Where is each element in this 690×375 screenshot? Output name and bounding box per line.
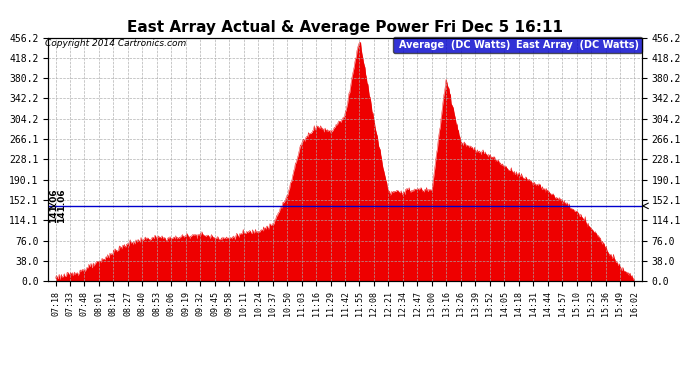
Text: 141.06: 141.06 xyxy=(57,189,66,223)
Text: 141.06: 141.06 xyxy=(48,189,57,223)
Title: East Array Actual & Average Power Fri Dec 5 16:11: East Array Actual & Average Power Fri De… xyxy=(127,20,563,35)
Legend: Average  (DC Watts), East Array  (DC Watts): Average (DC Watts), East Array (DC Watts… xyxy=(393,38,642,53)
Text: Copyright 2014 Cartronics.com: Copyright 2014 Cartronics.com xyxy=(45,39,186,48)
